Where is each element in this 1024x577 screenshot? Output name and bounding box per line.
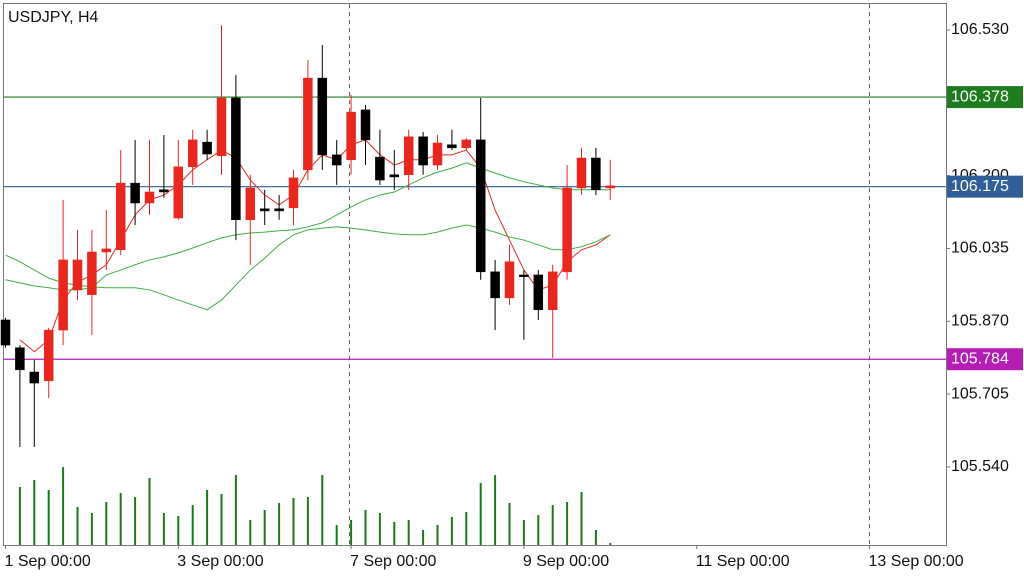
candle-body — [101, 248, 112, 253]
level-label-box — [947, 175, 1023, 198]
candle-body — [490, 271, 500, 299]
x-tick-label: 3 Sep 00:00 — [177, 553, 263, 570]
level-label: 105.784 — [951, 350, 1009, 367]
plot-frame — [3, 3, 947, 546]
level-label: 106.378 — [951, 88, 1009, 105]
candle-body — [130, 182, 140, 204]
candle-body — [562, 187, 572, 273]
moving-average — [5, 224, 611, 311]
candle-body — [605, 185, 616, 189]
y-tick-label: 106.035 — [951, 240, 1009, 257]
y-tick-label: 105.870 — [951, 312, 1009, 329]
candle-body — [432, 142, 443, 166]
candle-body — [331, 154, 342, 166]
candle-body — [216, 97, 227, 157]
candle-body — [547, 271, 558, 311]
candle-body — [519, 274, 529, 277]
candle-body — [0, 319, 11, 346]
candle-body — [389, 174, 400, 178]
candle-body — [447, 144, 457, 149]
level-label: 106.175 — [951, 178, 1009, 195]
level-label-box — [947, 348, 1023, 371]
candle-body — [87, 251, 97, 296]
x-tick-label: 13 Sep 00:00 — [869, 553, 964, 570]
candle-body — [144, 191, 155, 204]
candle-body — [591, 157, 601, 191]
candle-body — [317, 77, 328, 156]
candle-body — [303, 77, 313, 171]
candle-body — [187, 139, 198, 168]
x-tick-label: 11 Sep 00:00 — [696, 553, 790, 570]
candle-body — [346, 111, 356, 160]
moving-average — [5, 162, 611, 291]
candle-body — [245, 187, 256, 221]
candle-body — [504, 261, 515, 299]
candle-body — [475, 139, 486, 273]
x-tick-label: 1 Sep 00:00 — [5, 553, 91, 570]
candle-body — [360, 109, 371, 141]
candle-body — [461, 139, 472, 149]
candle-body — [274, 208, 284, 212]
candle-body — [72, 259, 83, 291]
candle-body — [173, 166, 184, 219]
candle-body — [29, 371, 40, 384]
candle-body — [58, 259, 68, 331]
y-tick-label: 105.540 — [951, 458, 1009, 475]
candle-body — [375, 156, 385, 181]
y-tick-label: 106.530 — [951, 21, 1009, 38]
x-tick-label: 9 Sep 00:00 — [523, 553, 609, 570]
level-label-box — [947, 86, 1023, 109]
candle-body — [15, 347, 25, 371]
chart-title: USDJPY, H4 — [8, 9, 99, 26]
candle-body — [576, 157, 587, 189]
candle-body — [403, 136, 414, 176]
candle-body — [418, 136, 428, 166]
candle-body — [533, 274, 544, 311]
candle-body — [259, 208, 270, 212]
y-tick-label: 105.705 — [951, 385, 1009, 402]
candle-body — [202, 141, 212, 155]
candle-body — [43, 329, 54, 382]
x-tick-label: 7 Sep 00:00 — [350, 553, 436, 570]
candle-body — [159, 189, 169, 193]
candle-body — [115, 182, 126, 251]
candle-body — [231, 97, 241, 221]
candle-body — [288, 177, 299, 209]
